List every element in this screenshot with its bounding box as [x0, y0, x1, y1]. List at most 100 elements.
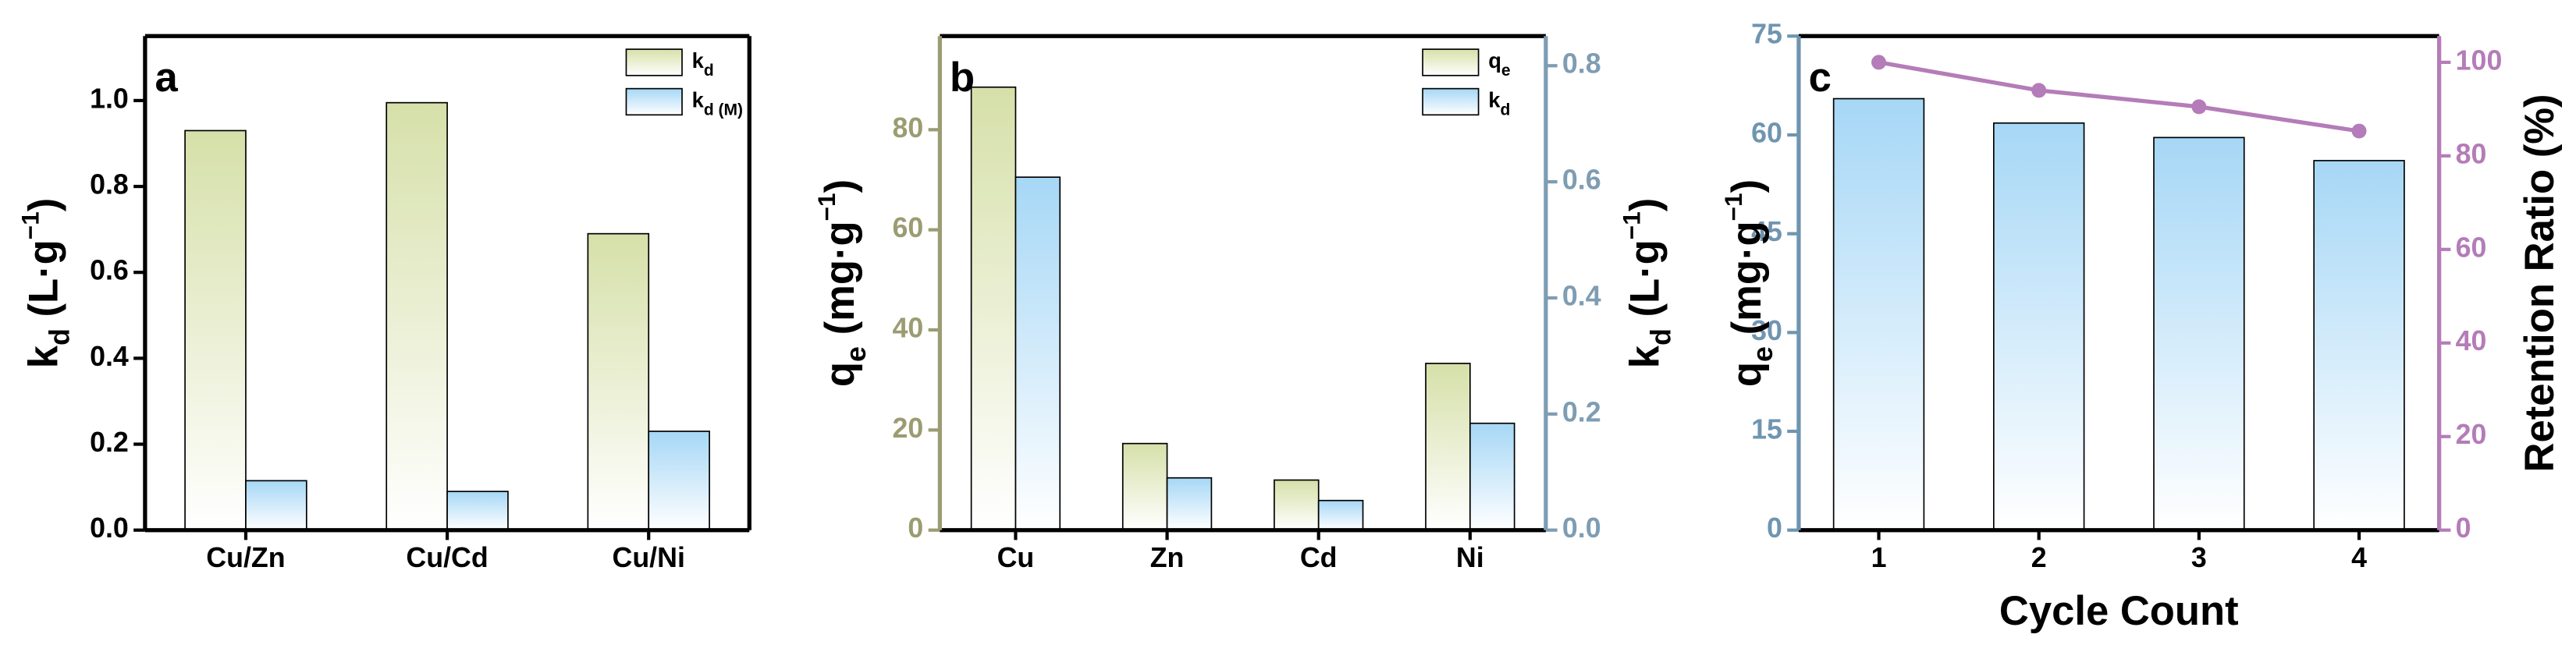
axis-title-part: ) — [21, 198, 67, 212]
y-tick-label: 0.2 — [90, 427, 129, 458]
x-tick-label: 2 — [2031, 542, 2047, 573]
axis-title: qe (mg·g−1) — [1719, 179, 1778, 387]
y-tick-label: 60 — [1751, 117, 1782, 148]
axis-title-part: e — [1747, 346, 1778, 362]
axis-title-part: (mg·g — [1724, 221, 1770, 346]
x-axis-title: Cycle Count — [1999, 588, 2239, 634]
axis-title-part: q — [1724, 362, 1770, 387]
x-tick-label: 3 — [2191, 542, 2207, 573]
axis-title: Retention Ratio (%) — [2517, 94, 2563, 472]
axis-title-part: ) — [1622, 198, 1668, 212]
bar — [1469, 422, 1515, 531]
x-tick-label: Cu/Zn — [206, 542, 285, 573]
point — [1871, 55, 1887, 70]
axis-title-part: ) — [817, 179, 863, 193]
axis-title-part: e — [841, 346, 872, 362]
axis-title-part: (mg·g — [817, 221, 863, 346]
bar — [1121, 442, 1168, 531]
axis-title-part: −1 — [1719, 193, 1747, 221]
panel-label: c — [1809, 55, 1832, 101]
bar — [1992, 122, 2085, 531]
bar — [648, 431, 710, 531]
bar — [587, 232, 650, 531]
panel-label: b — [950, 55, 975, 101]
axis-title: qe (mg·g−1) — [813, 179, 872, 387]
y-tick-label: 20 — [893, 413, 924, 444]
axis-title: kd (L·g−1) — [1618, 198, 1677, 369]
axis-title-part: −1 — [16, 211, 44, 239]
x-tick-label: Cu — [997, 542, 1035, 573]
bar — [446, 491, 509, 531]
axis-title-part: k — [21, 345, 67, 368]
axis-title-part: d — [44, 328, 76, 346]
point — [2191, 99, 2207, 115]
bar — [2313, 160, 2405, 531]
y-tick-label: 80 — [893, 112, 924, 144]
y-tick-label: 0.8 — [1562, 48, 1601, 80]
legend-label: qe — [1488, 48, 1510, 80]
axis-title: kd (L·g−1) — [16, 198, 76, 369]
y-tick-label: 80 — [2456, 138, 2487, 169]
bar — [1832, 97, 1925, 531]
bar — [2153, 136, 2245, 531]
y-tick-label: 0.4 — [1562, 280, 1601, 311]
point — [2351, 123, 2367, 139]
axis-title-part: q — [817, 362, 863, 387]
axis-title-part: −1 — [1618, 211, 1646, 239]
axis-title-part: d — [1646, 328, 1677, 346]
x-tick-label: Zn — [1150, 542, 1185, 573]
point — [2031, 83, 2047, 98]
axis-title-part: (L·g — [1622, 239, 1668, 328]
x-tick-label: Ni — [1456, 542, 1484, 573]
legend-label: kd — [692, 48, 714, 80]
x-tick-label: 4 — [2351, 542, 2367, 573]
y-tick-label: 75 — [1751, 19, 1782, 50]
y-tick-label: 100 — [2456, 44, 2503, 76]
y-tick-label: 0.4 — [90, 341, 129, 372]
line — [1878, 60, 2360, 133]
bar — [1166, 477, 1213, 531]
bar — [1425, 363, 1471, 531]
y-tick-label: 20 — [2456, 419, 2487, 450]
y-tick-label: 15 — [1751, 413, 1782, 445]
axis-title-part: −1 — [813, 193, 841, 221]
bar — [970, 86, 1017, 531]
y-tick-label: 0.0 — [1562, 512, 1601, 544]
axis-title-part: (L·g — [21, 239, 67, 328]
y-tick-label: 0 — [2456, 512, 2471, 544]
y-tick-label: 30 — [1751, 315, 1782, 346]
y-tick-label: 0.2 — [1562, 396, 1601, 427]
x-tick-label: 1 — [1871, 542, 1887, 573]
bar — [1274, 479, 1320, 531]
axis-title-part: k — [1622, 345, 1668, 368]
bar — [1014, 176, 1061, 531]
y-tick-label: 0.8 — [90, 169, 129, 200]
legend-swatch — [625, 48, 683, 76]
bar — [386, 101, 448, 531]
axis-title-part: ) — [1724, 179, 1770, 193]
y-tick-label: 60 — [2456, 232, 2487, 263]
y-tick-label: 40 — [893, 312, 924, 343]
y-tick-label: 60 — [893, 212, 924, 243]
panel-label: a — [155, 55, 179, 101]
bar — [184, 129, 247, 531]
y-tick-label: 40 — [2456, 325, 2487, 356]
y-tick-label: 0.6 — [1562, 165, 1601, 196]
x-tick-label: Cu/Cd — [406, 542, 488, 573]
axis-title-part: Retention Ratio (%) — [2517, 94, 2563, 472]
y-tick-label: 0.6 — [90, 255, 129, 286]
legend-label: kd — [1488, 88, 1510, 119]
legend-swatch — [625, 87, 683, 116]
x-tick-label: Cu/Ni — [613, 542, 685, 573]
bar — [245, 480, 307, 531]
y-tick-label: 45 — [1751, 216, 1782, 247]
bar — [1317, 499, 1364, 531]
y-tick-label: 0 — [908, 512, 923, 544]
legend-swatch — [1422, 87, 1480, 116]
legend-label: kd (M) — [692, 88, 743, 119]
y-tick-label: 0.0 — [90, 512, 129, 544]
x-tick-label: Cd — [1300, 542, 1338, 573]
y-tick-label: 0 — [1767, 512, 1782, 544]
